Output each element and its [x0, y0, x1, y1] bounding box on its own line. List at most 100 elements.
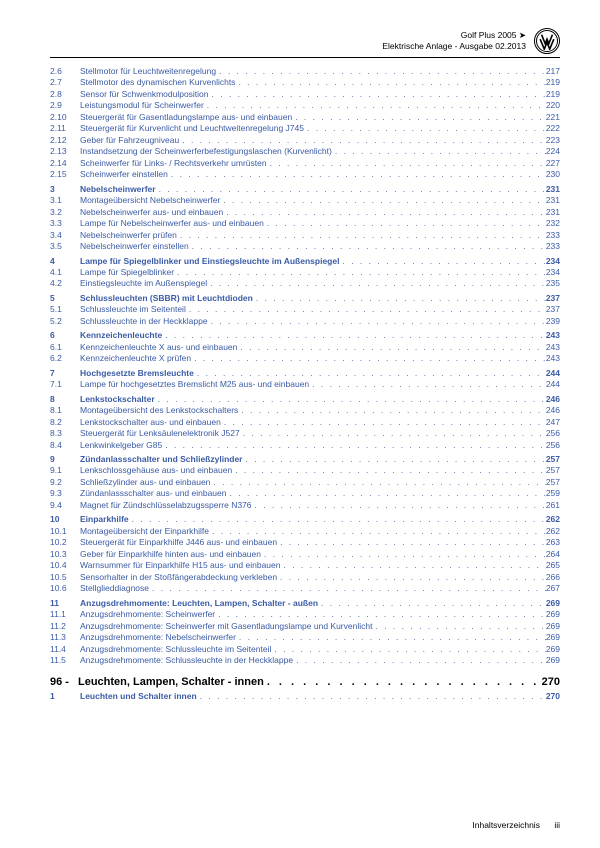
toc-page: 237	[546, 293, 560, 304]
toc-entry[interactable]: 5.2Schlussleuchte in der Heckklappe . . …	[50, 316, 560, 327]
toc-entry[interactable]: 2.6Stellmotor für Leuchtweitenregelung .…	[50, 66, 560, 77]
toc-number: 8.1	[50, 405, 80, 416]
toc-page: 257	[546, 454, 560, 465]
toc-page: 231	[546, 184, 560, 195]
toc-dots: . . . . . . . . . . . . . . . . . . . . …	[168, 169, 546, 180]
toc-entry[interactable]: 9.3Zündanlassschalter aus- und einbauen …	[50, 488, 560, 499]
toc-entry[interactable]: 3.2Nebelscheinwerfer aus- und einbauen .…	[50, 207, 560, 218]
toc-entry[interactable]: 5Schlussleuchten (SBBR) mit Leuchtdioden…	[50, 293, 560, 304]
toc-entry[interactable]: 8Lenkstockschalter . . . . . . . . . . .…	[50, 394, 560, 405]
toc-entry[interactable]: 11.5Anzugsdrehmomente: Schlussleuchte in…	[50, 655, 560, 666]
toc-entry[interactable]: 9Zündanlassschalter und Schließzylinder …	[50, 454, 560, 465]
toc-entry[interactable]: 9.4Magnet für Zündschlüsselabzugssperre …	[50, 500, 560, 511]
toc-number: 11.1	[50, 609, 80, 620]
toc-entry[interactable]: 10.6Stellglieddiagnose . . . . . . . . .…	[50, 583, 560, 594]
toc-page: 233	[546, 241, 560, 252]
toc-entry[interactable]: 2.9Leistungsmodul für Scheinwerfer . . .…	[50, 100, 560, 111]
toc-entry[interactable]: 10.4Warnsummer für Einparkhilfe H15 aus-…	[50, 560, 560, 571]
toc-entry[interactable]: 11.3Anzugsdrehmomente: Nebelscheinwerfer…	[50, 632, 560, 643]
toc-page: 257	[546, 477, 560, 488]
toc-entry[interactable]: 2.7Stellmotor des dynamischen Kurvenlich…	[50, 77, 560, 88]
toc-entry[interactable]: 10.5Sensorhalter in der Stoßfängerabdeck…	[50, 572, 560, 583]
toc-entry[interactable]: 8.1Montageübersicht des Lenkstockschalte…	[50, 405, 560, 416]
toc-page: 261	[546, 500, 560, 511]
toc-dots: . . . . . . . . . . . . . . . . . . . . …	[197, 691, 546, 702]
toc-entry[interactable]: 9.2Schließzylinder aus- und einbauen . .…	[50, 477, 560, 488]
header-model: Golf Plus 2005 ➤	[382, 30, 526, 41]
toc-page: 223	[546, 135, 560, 146]
toc-entry[interactable]: 10.3Geber für Einparkhilfe hinten aus- u…	[50, 549, 560, 560]
toc-entry[interactable]: 3.3Lampe für Nebelscheinwerfer aus- und …	[50, 218, 560, 229]
toc-title: Geber für Fahrzeugniveau	[80, 135, 179, 146]
toc-dots: . . . . . . . . . . . . . . . . . . . . …	[280, 560, 545, 571]
toc-title: Kennzeichenleuchte X prüfen	[80, 353, 191, 364]
toc-title: Geber für Einparkhilfe hinten aus- und e…	[80, 549, 261, 560]
toc-entry[interactable]: 10.1Montageübersicht der Einparkhilfe . …	[50, 526, 560, 537]
toc-title: Einstiegsleuchte im Außenspiegel	[80, 278, 207, 289]
header-subtitle: Elektrische Anlage - Ausgabe 02.2013	[382, 41, 526, 52]
toc-entry[interactable]: 5.1Schlussleuchte im Seitenteil . . . . …	[50, 304, 560, 315]
toc-entry[interactable]: 6.1Kennzeichenleuchte X aus- und einbaue…	[50, 342, 560, 353]
toc-title: Schließzylinder aus- und einbauen	[80, 477, 210, 488]
toc-entry[interactable]: 7Hochgesetzte Bremsleuchte . . . . . . .…	[50, 368, 560, 379]
chapter-dots: . . . . . . . . . . . . . . . . . . . . …	[264, 676, 542, 688]
toc-dots: . . . . . . . . . . . . . . . . . . . . …	[261, 549, 546, 560]
toc-entry[interactable]: 2.13Instandsetzung der Scheinwerferbefes…	[50, 146, 560, 157]
toc-entry[interactable]: 2.11Steuergerät für Kurvenlicht und Leuc…	[50, 123, 560, 134]
toc-entry[interactable]: 2.12Geber für Fahrzeugniveau . . . . . .…	[50, 135, 560, 146]
toc-number: 9.3	[50, 488, 80, 499]
toc-number: 9	[50, 454, 80, 465]
toc-entry[interactable]: 4Lampe für Spiegelblinker und Einstiegsl…	[50, 256, 560, 267]
toc-entry[interactable]: 6Kennzeichenleuchte . . . . . . . . . . …	[50, 330, 560, 341]
toc-entry[interactable]: 10.2Steuergerät für Einparkhilfe J446 au…	[50, 537, 560, 548]
toc-title: Scheinwerfer einstellen	[80, 169, 168, 180]
toc-number: 8.4	[50, 440, 80, 451]
toc-dots: . . . . . . . . . . . . . . . . . . . . …	[216, 66, 546, 77]
toc-title: Montageübersicht Nebelscheinwerfer	[80, 195, 220, 206]
toc-title: Zündanlassschalter und Schließzylinder	[80, 454, 242, 465]
toc-number: 6.1	[50, 342, 80, 353]
toc-title: Lenkwinkelgeber G85	[80, 440, 162, 451]
toc-entry[interactable]: 7.1Lampe für hochgesetztes Bremslicht M2…	[50, 379, 560, 390]
toc-dots: . . . . . . . . . . . . . . . . . . . . …	[221, 417, 546, 428]
toc-entry[interactable]: 6.2Kennzeichenleuchte X prüfen . . . . .…	[50, 353, 560, 364]
toc-entry[interactable]: 3Nebelscheinwerfer . . . . . . . . . . .…	[50, 184, 560, 195]
toc-title: Instandsetzung der Scheinwerferbefestigu…	[80, 146, 332, 157]
toc-dots: . . . . . . . . . . . . . . . . . . . . …	[332, 146, 546, 157]
toc-page: 246	[546, 394, 560, 405]
toc-title: Lenkstockschalter aus- und einbauen	[80, 417, 221, 428]
toc-entry[interactable]: 4.1Lampe für Spiegelblinker . . . . . . …	[50, 267, 560, 278]
toc-entry[interactable]: 11Anzugsdrehmomente: Leuchten, Lampen, S…	[50, 598, 560, 609]
toc-entry[interactable]: 10Einparkhilfe . . . . . . . . . . . . .…	[50, 514, 560, 525]
toc-entry[interactable]: 4.2Einstiegsleuchte im Außenspiegel . . …	[50, 278, 560, 289]
toc-entry[interactable]: 8.4Lenkwinkelgeber G85 . . . . . . . . .…	[50, 440, 560, 451]
toc-page: 257	[546, 465, 560, 476]
toc-number: 4.1	[50, 267, 80, 278]
toc-entry[interactable]: 3.4Nebelscheinwerfer prüfen . . . . . . …	[50, 230, 560, 241]
toc-entry[interactable]: 2.10Steuergerät für Gasentladungslampe a…	[50, 112, 560, 123]
toc-entry[interactable]: 8.3Steuergerät für Lenksäulenelektronik …	[50, 428, 560, 439]
toc-entry[interactable]: 3.1Montageübersicht Nebelscheinwerfer . …	[50, 195, 560, 206]
toc-page: 244	[546, 368, 560, 379]
toc-entry[interactable]: 11.1Anzugsdrehmomente: Scheinwerfer . . …	[50, 609, 560, 620]
toc-title: Lampe für Spiegelblinker und Einstiegsle…	[80, 256, 339, 267]
toc-dots: . . . . . . . . . . . . . . . . . . . . …	[179, 135, 546, 146]
toc-entry[interactable]: 11.2Anzugsdrehmomente: Scheinwerfer mit …	[50, 621, 560, 632]
toc-entry[interactable]: 8.2Lenkstockschalter aus- und einbauen .…	[50, 417, 560, 428]
toc-page: 256	[546, 428, 560, 439]
toc-entry[interactable]: 2.14Scheinwerfer für Links- / Rechtsverk…	[50, 158, 560, 169]
chapter-number: 96 -	[50, 676, 78, 688]
toc-entry[interactable]: 9.1Lenkschlossgehäuse aus- und einbauen …	[50, 465, 560, 476]
toc-entry[interactable]: 1Leuchten und Schalter innen . . . . . .…	[50, 691, 560, 702]
toc-title: Lampe für Nebelscheinwerfer aus- und ein…	[80, 218, 264, 229]
toc-entry[interactable]: 2.8Sensor für Schwenkmodulposition . . .…	[50, 89, 560, 100]
chapter-row[interactable]: 96 - Leuchten, Lampen, Schalter - innen …	[50, 676, 560, 688]
toc-entry[interactable]: 3.5Nebelscheinwerfer einstellen . . . . …	[50, 241, 560, 252]
toc-page: 269	[546, 632, 560, 643]
toc-dots: . . . . . . . . . . . . . . . . . . . . …	[304, 123, 546, 134]
toc-dots: . . . . . . . . . . . . . . . . . . . . …	[191, 353, 546, 364]
toc-entry[interactable]: 2.15Scheinwerfer einstellen . . . . . . …	[50, 169, 560, 180]
toc-dots: . . . . . . . . . . . . . . . . . . . . …	[209, 526, 546, 537]
toc-page: 237	[546, 304, 560, 315]
toc-entry[interactable]: 11.4Anzugsdrehmomente: Schlussleuchte im…	[50, 644, 560, 655]
